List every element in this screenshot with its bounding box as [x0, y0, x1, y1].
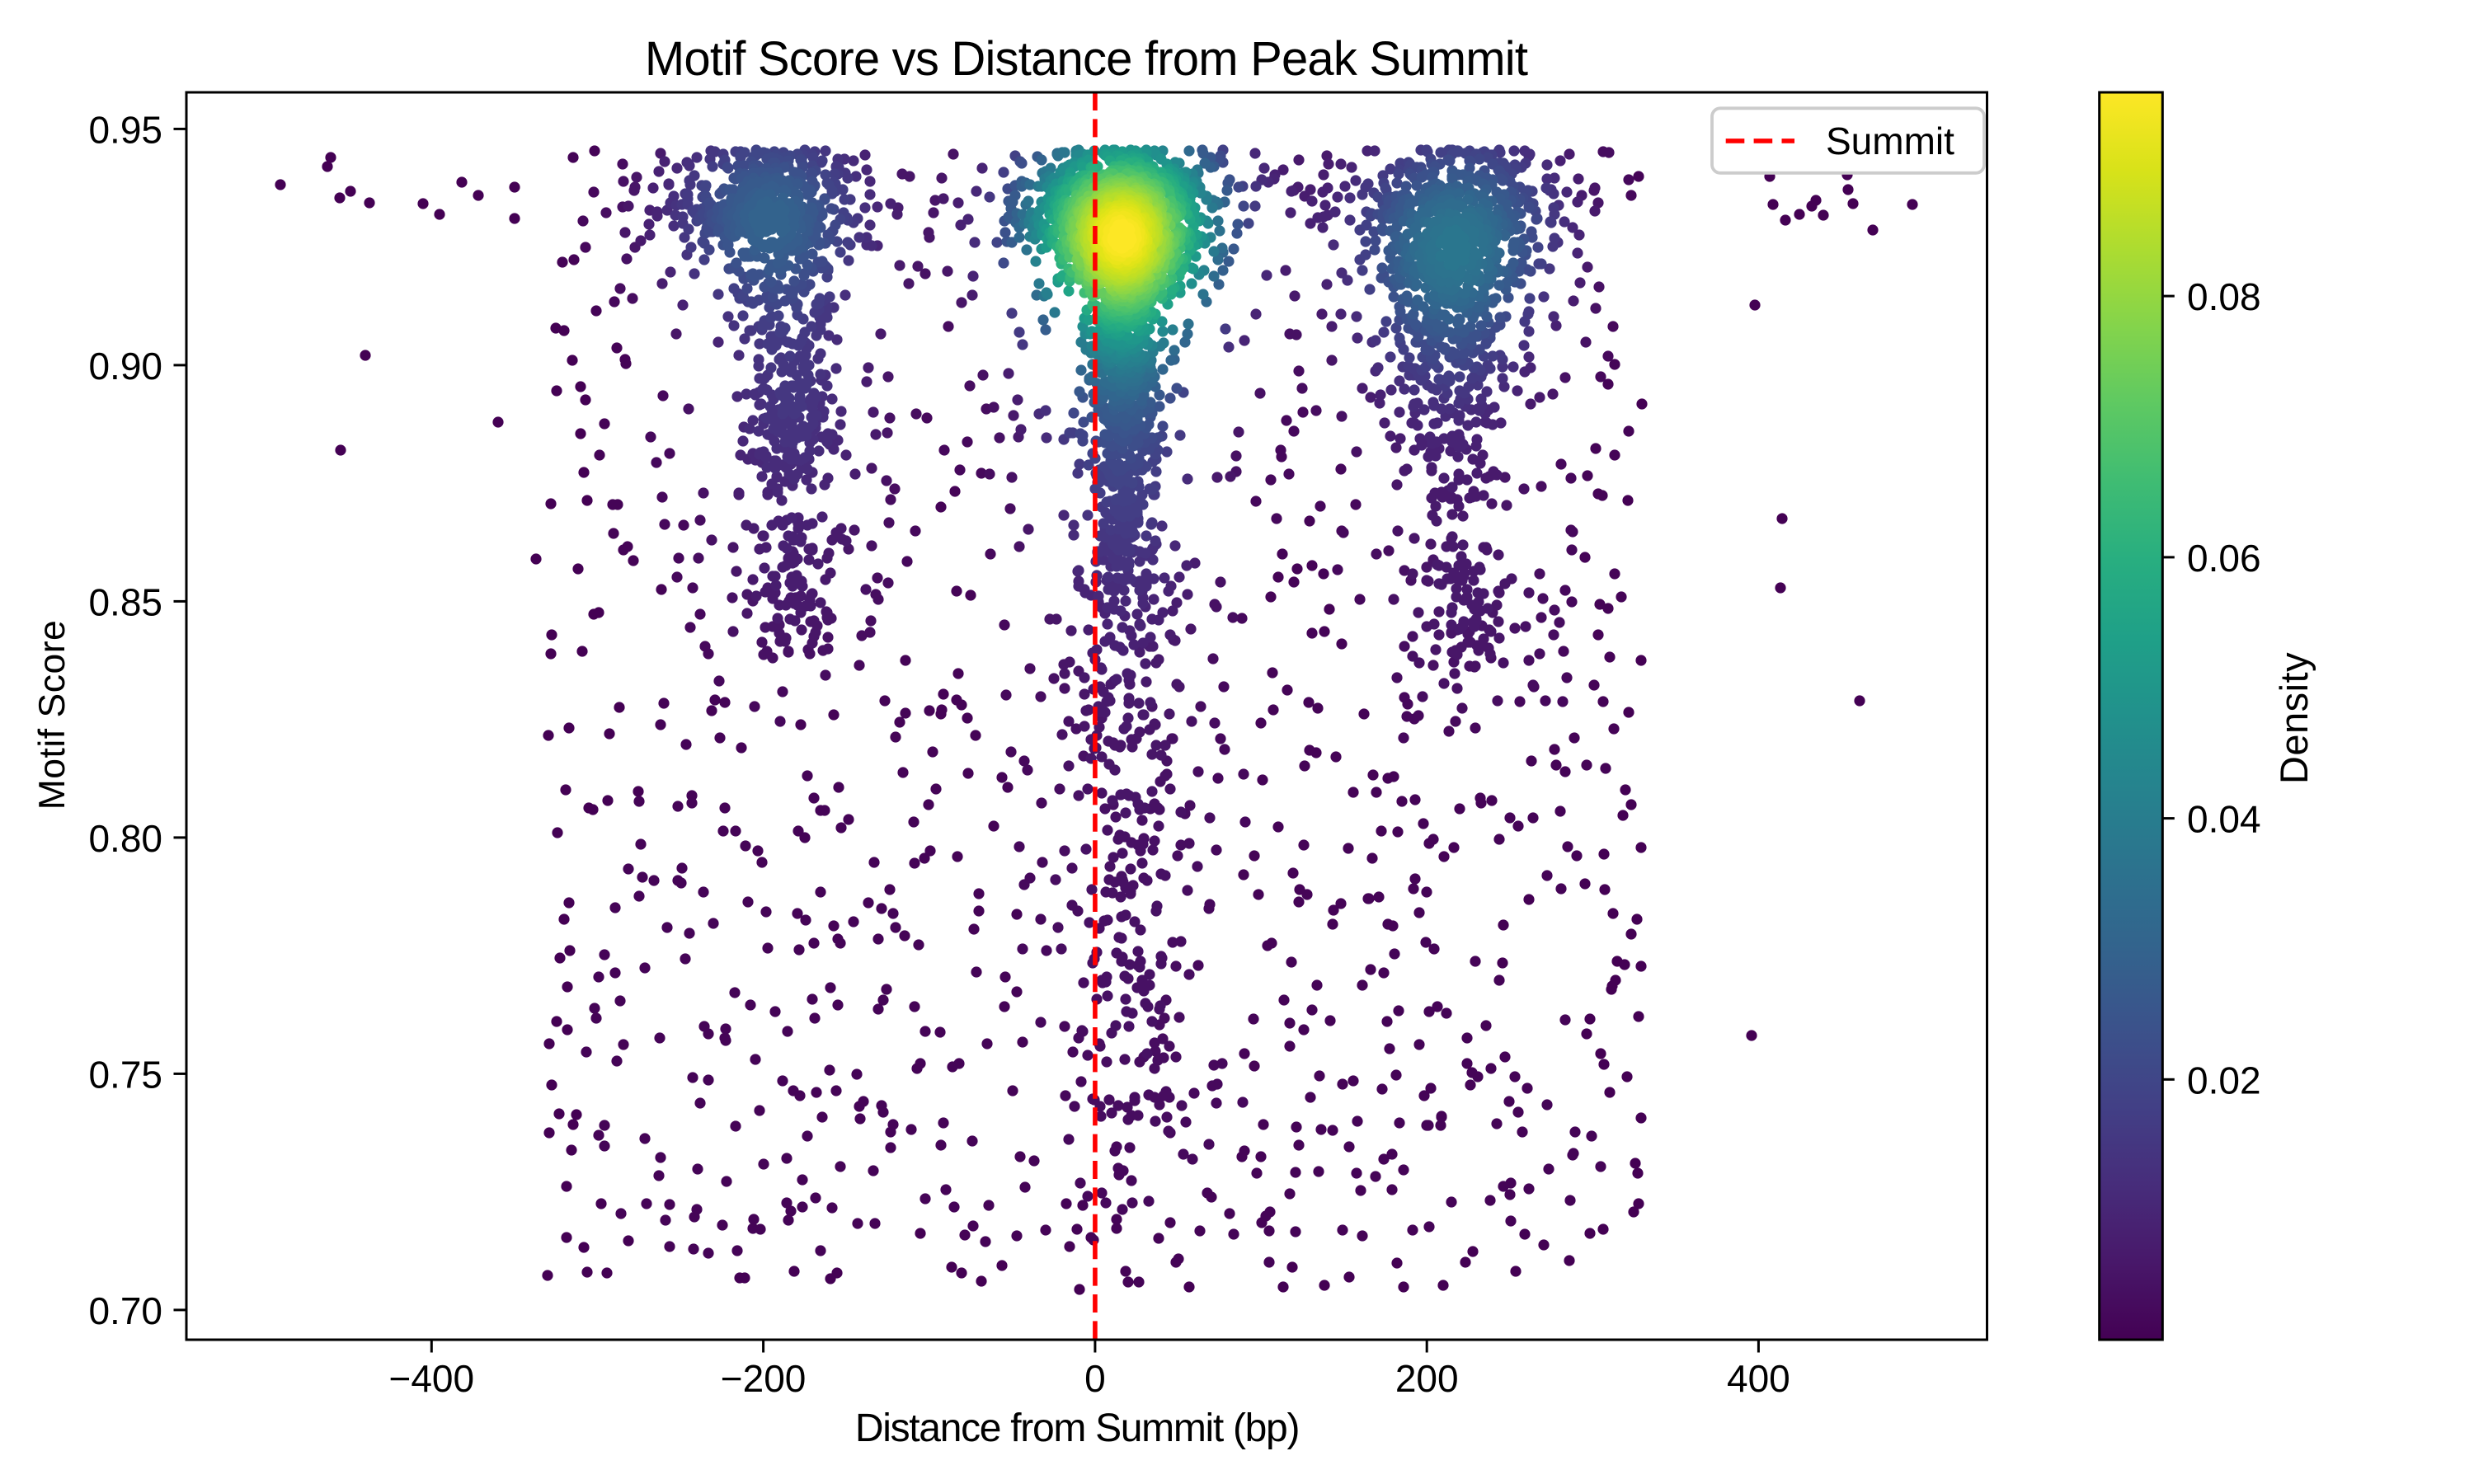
- svg-text:0.06: 0.06: [2187, 537, 2261, 580]
- svg-text:0.75: 0.75: [88, 1053, 162, 1096]
- svg-text:0.02: 0.02: [2187, 1059, 2261, 1101]
- svg-text:0.80: 0.80: [88, 817, 162, 860]
- svg-text:0.95: 0.95: [88, 108, 162, 151]
- svg-text:0.08: 0.08: [2187, 275, 2261, 318]
- svg-text:Summit: Summit: [1826, 120, 1954, 162]
- svg-text:Motif Score vs Distance from P: Motif Score vs Distance from Peak Summit: [645, 32, 1528, 86]
- svg-text:0.90: 0.90: [88, 345, 162, 387]
- svg-text:Motif Score: Motif Score: [32, 620, 73, 810]
- svg-text:200: 200: [1395, 1357, 1459, 1400]
- svg-text:−400: −400: [388, 1357, 474, 1400]
- svg-text:0.85: 0.85: [88, 580, 162, 623]
- svg-text:Distance from Summit (bp): Distance from Summit (bp): [855, 1407, 1299, 1450]
- svg-text:0.70: 0.70: [88, 1289, 162, 1332]
- svg-text:0.04: 0.04: [2187, 798, 2261, 841]
- svg-text:400: 400: [1727, 1357, 1790, 1400]
- svg-text:0: 0: [1084, 1357, 1106, 1400]
- svg-text:Density: Density: [2272, 652, 2316, 784]
- svg-text:−200: −200: [721, 1357, 807, 1400]
